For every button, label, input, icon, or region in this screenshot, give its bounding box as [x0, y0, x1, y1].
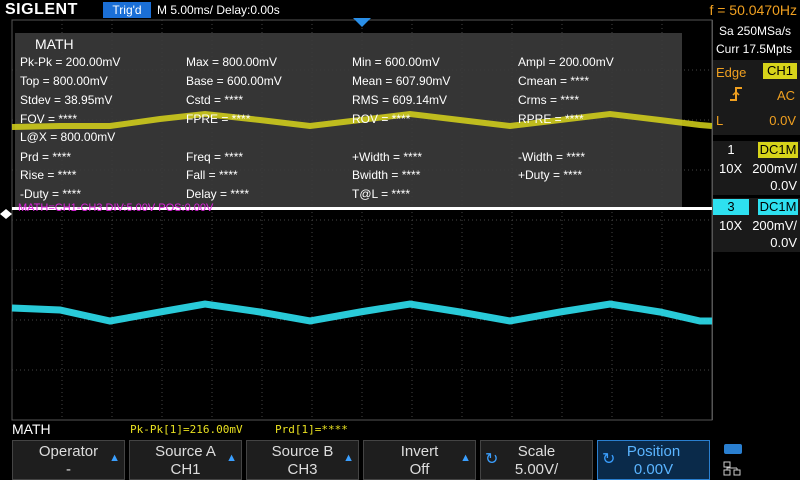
channel-probe: 10X	[719, 161, 743, 176]
measurement: Cmean = ****	[518, 74, 590, 88]
memory-depth: Curr 17.5Mpts	[716, 42, 793, 56]
softkey[interactable]: Source A CH1 ▲	[129, 440, 242, 480]
softkey-value: Off	[409, 461, 430, 478]
channel-coupling: DC1M	[758, 142, 798, 158]
softkey-label: Source A	[155, 443, 216, 460]
ch3-trace	[11, 300, 712, 325]
trigger-type: Edge	[716, 65, 747, 80]
knob-icon: ↻	[602, 451, 616, 468]
measurement: FOV = ****	[20, 112, 78, 126]
ch1-trace	[11, 110, 713, 130]
measure-1: Pk-Pk[1]=216.00mV	[130, 423, 243, 436]
measurement: Freq = ****	[186, 150, 244, 164]
softkey-label: Invert	[400, 443, 439, 460]
softkey-label: Scale	[517, 443, 556, 460]
measurement: +Width = ****	[352, 150, 423, 164]
measurement: -Width = ****	[518, 150, 586, 164]
measurement: Top = 800.00mV	[20, 74, 108, 88]
menu-title: MATH	[12, 421, 51, 437]
softkey-label: Source B	[271, 443, 334, 460]
arrow-icon: ▲	[460, 452, 471, 464]
knob-icon: ↻	[485, 451, 499, 468]
softkey-value: 0.00V	[633, 461, 674, 478]
measurement: Prd = ****	[20, 150, 72, 164]
channel-number: 3	[713, 199, 749, 215]
trigger-status: Trig'd	[103, 2, 151, 18]
measurement: Rise = ****	[20, 168, 77, 182]
softkey[interactable]: Invert Off ▲	[363, 440, 476, 480]
arrow-icon: ▲	[343, 452, 354, 464]
brand: SIGLENT	[5, 1, 78, 18]
measurement: RPRE = ****	[518, 112, 584, 126]
measurement: T@L = ****	[352, 187, 411, 201]
timebase: M 5.00ms/ Delay:0.00s	[157, 3, 280, 17]
softkey[interactable]: Operator - ▲	[12, 440, 125, 480]
trigger-level: 0.0V	[769, 113, 796, 128]
softkey-value: CH1	[170, 461, 201, 478]
measurement: Stdev = 38.95mV	[20, 93, 113, 107]
channel-probe: 10X	[719, 218, 743, 233]
channel-offset: 0.0V	[770, 178, 797, 193]
measurement: Max = 800.00mV	[186, 55, 278, 69]
measurement: +Duty = ****	[518, 168, 583, 182]
measurement: RMS = 609.14mV	[352, 93, 448, 107]
arrow-icon: ▲	[109, 452, 120, 464]
math-window-title: MATH	[35, 36, 74, 52]
trigger-coupling: AC	[777, 88, 796, 103]
channel-scale: 200mV/	[752, 161, 797, 176]
frequency: f = 50.0470Hz	[709, 2, 797, 18]
trigger-position-marker	[353, 18, 371, 27]
measurement: Ampl = 200.00mV	[518, 55, 614, 69]
softkey-value: -	[66, 461, 71, 478]
channel-number: 1	[727, 142, 735, 157]
softkey[interactable]: Position 0.00V ↻	[597, 440, 710, 480]
math-trace	[12, 207, 712, 210]
softkey[interactable]: Scale 5.00V/ ↻	[480, 440, 593, 480]
measurement: -Duty = ****	[20, 187, 82, 201]
measurement: ROV = ****	[352, 112, 411, 126]
softkey-value: CH3	[287, 461, 318, 478]
softkey-label: Operator	[38, 443, 99, 460]
trigger-source: CH1	[763, 63, 797, 79]
waveform-display	[0, 18, 713, 421]
trigger-level-label: L	[716, 113, 724, 128]
measurement: Fall = ****	[186, 168, 238, 182]
measurement: Cstd = ****	[186, 93, 244, 107]
measure-2: Prd[1]=****	[275, 423, 348, 436]
measurement: Bwidth = ****	[352, 168, 421, 182]
measurement: Min = 600.00mV	[352, 55, 440, 69]
measurement: Pk-Pk = 200.00mV	[20, 55, 121, 69]
sample-rate: Sa 250MSa/s	[719, 24, 792, 38]
divider	[712, 20, 713, 420]
trigger-slope-icon	[730, 87, 742, 101]
measurement: Mean = 607.90mV	[352, 74, 451, 88]
measurement: Base = 600.00mV	[186, 74, 282, 88]
measurement: L@X = 800.00mV	[20, 130, 116, 144]
channel-offset: 0.0V	[770, 235, 797, 250]
measurement: Delay = ****	[186, 187, 250, 201]
measurement: Crms = ****	[518, 93, 580, 107]
status-icons	[723, 444, 742, 476]
math-label: MATH=CH1-CH3 DIV:5.00V POS:0.00V	[18, 202, 214, 214]
softkey[interactable]: Source B CH3 ▲	[246, 440, 359, 480]
channel-scale: 200mV/	[752, 218, 797, 233]
measurement: FPRE = ****	[186, 112, 251, 126]
softkey-label: Position	[626, 443, 681, 460]
channel-coupling: DC1M	[758, 199, 798, 215]
math-ground-marker	[0, 209, 12, 219]
arrow-icon: ▲	[226, 452, 237, 464]
softkey-value: 5.00V/	[514, 461, 559, 478]
